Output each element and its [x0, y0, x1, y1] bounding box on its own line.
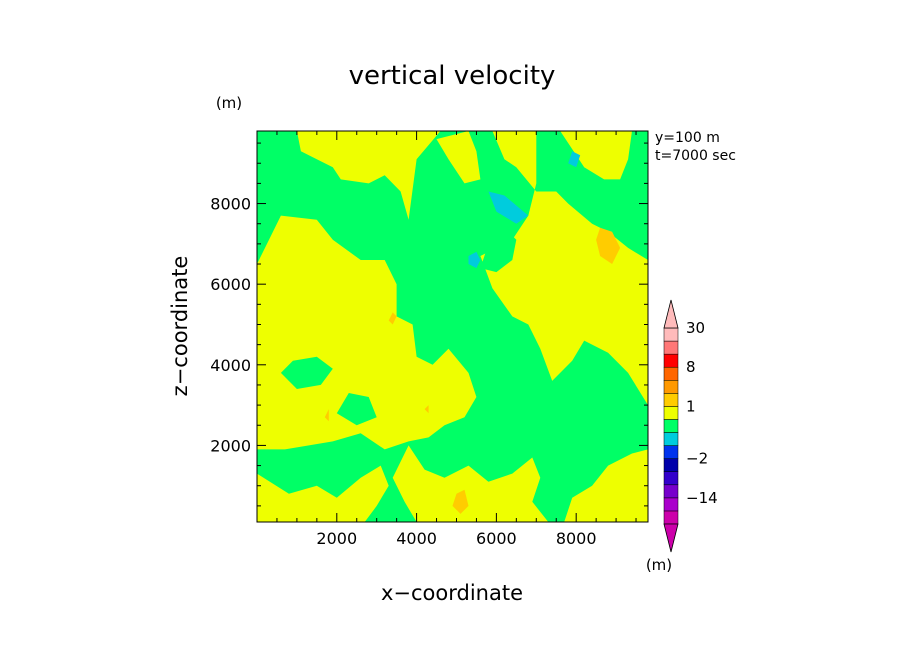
- y-tick-label: 2000: [210, 436, 251, 455]
- colorbar-tick-label: −14: [686, 489, 718, 507]
- colorbar-band: [663, 380, 679, 394]
- contour-region-0: [257, 215, 477, 450]
- x-axis-label: x−coordinate: [381, 581, 523, 605]
- colorbar-band: [663, 327, 679, 342]
- contour-region-2: [392, 445, 549, 522]
- contour-region-14: [568, 151, 581, 168]
- x-tick-label: 8000: [556, 529, 597, 548]
- colorbar-band: [663, 432, 679, 446]
- contour-region-7: [436, 131, 481, 184]
- annotation-line-2: t=7000 sec: [655, 148, 736, 164]
- contour-region-18: [424, 405, 429, 414]
- contour-region-13: [468, 251, 481, 269]
- contour-region-5: [480, 131, 648, 406]
- colorbar-band: [663, 445, 679, 459]
- contour-region-8: [480, 227, 517, 273]
- contour-region-15: [596, 227, 621, 264]
- y-tick-label: 4000: [210, 356, 251, 375]
- contour-region-1: [257, 465, 389, 522]
- colorbar-tick-label: 8: [686, 358, 696, 376]
- contour-region-4: [296, 131, 441, 220]
- y-axis-label: z−coordinate: [168, 256, 192, 397]
- colorbar-band: [663, 419, 679, 433]
- colorbar-labels: 30 8 1 −2 −14: [686, 319, 718, 507]
- colorbar-band: [663, 458, 679, 472]
- contour-regions: [257, 131, 648, 522]
- colorbar-extend-min: [663, 523, 679, 553]
- colorbar-band: [663, 366, 679, 381]
- axis-ticks: [256, 131, 648, 522]
- contour-region-19: [324, 409, 329, 422]
- colorbar-tick-label: 30: [686, 319, 705, 337]
- y-tick-label: 8000: [210, 195, 251, 214]
- colorbar-tick-label: −2: [686, 450, 708, 468]
- contour-region-6: [560, 131, 632, 180]
- colorbar-band: [663, 406, 679, 420]
- y-tick-labels: 2000 4000 6000 8000: [210, 195, 251, 456]
- y-tick-label: 6000: [210, 275, 251, 294]
- contour-region-9: [280, 356, 333, 389]
- contour-region-10: [336, 393, 377, 426]
- colorbar-tick-label: 1: [686, 397, 696, 415]
- y-unit-label: (m): [216, 94, 242, 112]
- x-tick-label: 4000: [396, 529, 437, 548]
- x-tick-label: 6000: [476, 529, 517, 548]
- contour-region-11: [592, 372, 632, 410]
- colorbar-band: [663, 497, 679, 512]
- contour-region-3: [564, 449, 648, 522]
- colorbar-unit-label: (m): [646, 556, 672, 574]
- contour-region-12: [488, 191, 529, 224]
- plot-area: [256, 130, 649, 523]
- colorbar-band: [663, 340, 679, 355]
- chart-title: vertical velocity: [349, 61, 556, 91]
- colorbar-band: [663, 510, 679, 525]
- colorbar-band: [663, 471, 679, 486]
- x-tick-label: 2000: [316, 529, 357, 548]
- contour-region-16: [452, 489, 469, 514]
- colorbar: [663, 299, 679, 553]
- colorbar-extend-max: [663, 299, 679, 329]
- annotation-line-1: y=100 m: [655, 130, 720, 146]
- plot-frame: [256, 130, 649, 523]
- colorbar-band: [663, 353, 679, 368]
- x-tick-labels: 2000 4000 6000 8000: [316, 529, 596, 548]
- contour-region-17: [388, 312, 397, 325]
- colorbar-band: [663, 393, 679, 407]
- colorbar-band: [663, 484, 679, 499]
